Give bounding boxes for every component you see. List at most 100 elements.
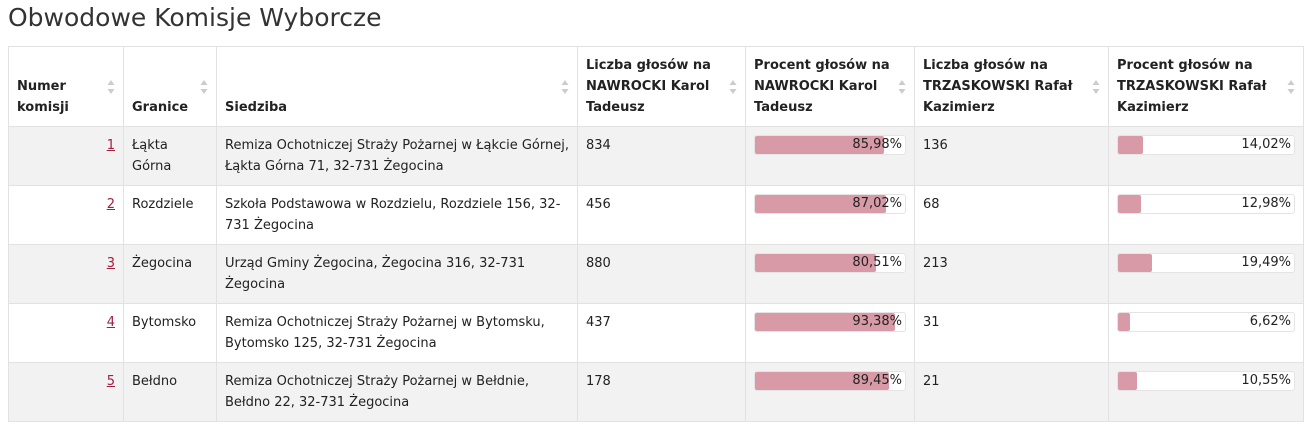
percent-label: 10,55% xyxy=(1241,373,1291,388)
results-table: Numer komisji Granice Siedziba Liczba głosó… xyxy=(8,46,1304,422)
sort-icon xyxy=(729,78,737,96)
percent-bar-fill xyxy=(1118,372,1137,390)
cell: 21 xyxy=(914,362,1109,422)
column-header[interactable]: Liczba głosów na TRZASKOWSKI Rafał Kazim… xyxy=(914,46,1109,127)
cell: 1 xyxy=(8,126,124,186)
percent-bar-fill xyxy=(1118,195,1141,213)
cell: 437 xyxy=(577,303,746,363)
cell: 5 xyxy=(8,362,124,422)
percent-bar: 80,51% xyxy=(754,253,906,273)
percent-bar: 6,62% xyxy=(1117,312,1295,332)
cell: 89,45% xyxy=(745,362,915,422)
cell: Rozdziele xyxy=(123,185,217,245)
percent-bar-fill xyxy=(755,136,884,154)
cell: Łąkta Górna xyxy=(123,126,217,186)
cell: 213 xyxy=(914,244,1109,304)
cell: 456 xyxy=(577,185,746,245)
percent-label: 89,45% xyxy=(852,373,902,388)
table-row: 1 Łąkta Górna Remiza Ochotniczej Straży Po… xyxy=(8,126,1304,186)
cell: 31 xyxy=(914,303,1109,363)
column-header[interactable]: Siedziba xyxy=(216,46,578,127)
cell: Szkoła Podstawowa w Rozdzielu, Rozdziele… xyxy=(216,185,578,245)
percent-bar-fill xyxy=(755,254,876,272)
percent-bar: 89,45% xyxy=(754,371,906,391)
cell: 19,49% xyxy=(1108,244,1304,304)
percent-label: 14,02% xyxy=(1241,137,1291,152)
percent-bar-fill xyxy=(755,195,886,213)
table-row: 3 Żegocina Urząd Gminy Żegocina, Żegocina … xyxy=(8,244,1304,304)
column-header[interactable]: Procent głosów na TRZASKOWSKI Rafał Kazi… xyxy=(1108,46,1304,127)
cell: Remiza Ochotniczej Straży Pożarnej w Beł… xyxy=(216,362,578,422)
percent-label: 6,62% xyxy=(1249,314,1291,329)
cell: Urząd Gminy Żegocina, Żegocina 316, 32-7… xyxy=(216,244,578,304)
cell: 3 xyxy=(8,244,124,304)
percent-bar: 14,02% xyxy=(1117,135,1295,155)
cell: 834 xyxy=(577,126,746,186)
percent-bar: 10,55% xyxy=(1117,371,1295,391)
cell: 6,62% xyxy=(1108,303,1304,363)
commission-link[interactable]: 5 xyxy=(106,374,115,389)
cell: 4 xyxy=(8,303,124,363)
sort-icon xyxy=(1287,78,1295,96)
column-header-label: Siedziba xyxy=(225,100,288,115)
header-row: Numer komisji Granice Siedziba Liczba głosó… xyxy=(8,46,1304,127)
cell: 178 xyxy=(577,362,746,422)
column-header[interactable]: Numer komisji xyxy=(8,46,124,127)
percent-bar-fill xyxy=(755,372,890,390)
cell: 93,38% xyxy=(745,303,915,363)
percent-bar: 85,98% xyxy=(754,135,906,155)
column-header-label: Granice xyxy=(132,100,189,115)
cell: 85,98% xyxy=(745,126,915,186)
cell: 12,98% xyxy=(1108,185,1304,245)
table-body: 1 Łąkta Górna Remiza Ochotniczej Straży Po… xyxy=(8,126,1304,422)
cell: Remiza Ochotniczej Straży Pożarnej w Byt… xyxy=(216,303,578,363)
cell: Bytomsko xyxy=(123,303,217,363)
cell: 14,02% xyxy=(1108,126,1304,186)
percent-bar-fill xyxy=(1118,136,1143,154)
percent-label: 80,51% xyxy=(852,255,902,270)
cell: 136 xyxy=(914,126,1109,186)
cell: 880 xyxy=(577,244,746,304)
cell: Remiza Ochotniczej Straży Pożarnej w Łąk… xyxy=(216,126,578,186)
cell: 87,02% xyxy=(745,185,915,245)
percent-bar: 19,49% xyxy=(1117,253,1295,273)
cell: 68 xyxy=(914,185,1109,245)
commission-link[interactable]: 4 xyxy=(106,315,115,330)
page-title: Obwodowe Komisje Wyborcze xyxy=(8,3,382,32)
percent-bar-fill xyxy=(1118,254,1153,272)
percent-bar: 12,98% xyxy=(1117,194,1295,214)
percent-bar: 93,38% xyxy=(754,312,906,332)
cell: 2 xyxy=(8,185,124,245)
commission-link[interactable]: 2 xyxy=(106,197,115,212)
commission-link[interactable]: 3 xyxy=(106,256,115,271)
percent-label: 93,38% xyxy=(852,314,902,329)
column-header[interactable]: Liczba głosów na NAWROCKI Karol Tadeusz xyxy=(577,46,746,127)
column-header-label: Liczba głosów na NAWROCKI Karol Tadeusz xyxy=(586,58,711,115)
cell: Żegocina xyxy=(123,244,217,304)
table-row: 4 Bytomsko Remiza Ochotniczej Straży Pożar… xyxy=(8,303,1304,363)
sort-icon xyxy=(200,78,208,96)
percent-bar-fill xyxy=(1118,313,1130,331)
cell: Bełdno xyxy=(123,362,217,422)
column-header-label: Procent głosów na NAWROCKI Karol Tadeusz xyxy=(754,58,890,115)
percent-bar: 87,02% xyxy=(754,194,906,214)
sort-icon xyxy=(561,78,569,96)
column-header-label: Procent głosów na TRZASKOWSKI Rafał Kazi… xyxy=(1117,58,1267,115)
cell: 80,51% xyxy=(745,244,915,304)
percent-label: 85,98% xyxy=(852,137,902,152)
percent-label: 87,02% xyxy=(852,196,902,211)
percent-label: 12,98% xyxy=(1241,196,1291,211)
table-row: 2 Rozdziele Szkoła Podstawowa w Rozdzielu,… xyxy=(8,185,1304,245)
column-header[interactable]: Procent głosów na NAWROCKI Karol Tadeusz xyxy=(745,46,915,127)
percent-label: 19,49% xyxy=(1241,255,1291,270)
commission-link[interactable]: 1 xyxy=(106,138,115,153)
sort-icon xyxy=(898,78,906,96)
table-row: 5 Bełdno Remiza Ochotniczej Straży Pożarne… xyxy=(8,362,1304,422)
sort-icon xyxy=(1092,78,1100,96)
column-header[interactable]: Granice xyxy=(123,46,217,127)
sort-icon xyxy=(107,78,115,96)
percent-bar-fill xyxy=(755,313,896,331)
cell: 10,55% xyxy=(1108,362,1304,422)
column-header-label: Liczba głosów na TRZASKOWSKI Rafał Kazim… xyxy=(923,58,1073,115)
